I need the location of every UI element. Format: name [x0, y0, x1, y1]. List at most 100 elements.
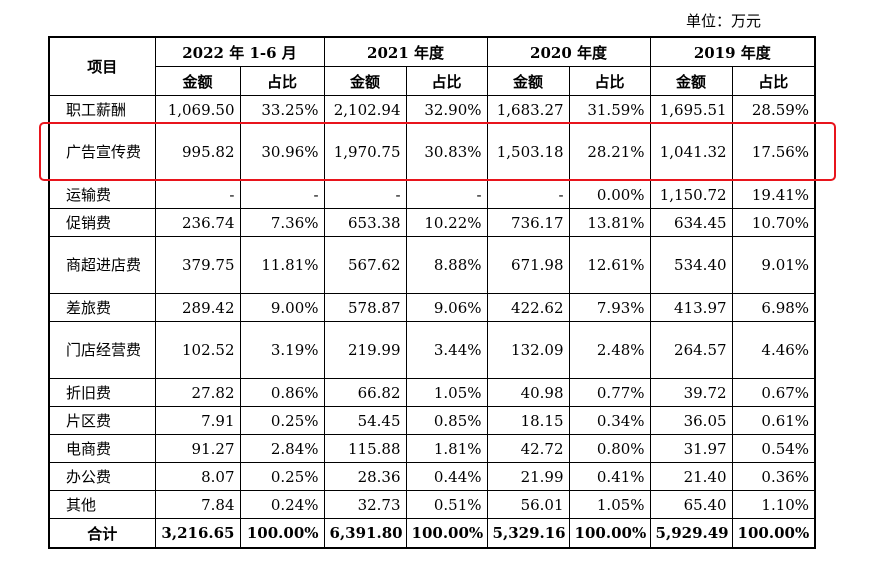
ratio-cell: 30.96% [239, 123, 325, 181]
amount-header: 金额 [323, 66, 407, 96]
amount-cell: 54.45 [323, 406, 407, 435]
ratio-header: 占比 [568, 66, 651, 96]
ratio-cell: 100.00% [405, 518, 488, 549]
ratio-cell: 0.00% [568, 180, 651, 209]
period-header: 2022 年 1-6 月 [154, 36, 325, 67]
ratio-cell: 1.10% [731, 490, 816, 519]
row-label: 其他 [48, 490, 156, 519]
ratio-cell: - [405, 180, 488, 209]
amount-cell: 671.98 [486, 236, 570, 294]
ratio-cell: 6.98% [731, 293, 816, 322]
amount-cell: 2,102.94 [323, 95, 407, 124]
amount-cell: 289.42 [154, 293, 241, 322]
ratio-cell: 7.93% [568, 293, 651, 322]
amount-cell: 28.36 [323, 462, 407, 491]
amount-cell: 1,695.51 [649, 95, 733, 124]
table-row-highlighted: 广告宣传费 995.82 30.96% 1,970.75 30.83% 1,503.18 2… [48, 123, 816, 181]
row-label: 片区费 [48, 406, 156, 435]
amount-header: 金额 [649, 66, 733, 96]
ratio-cell: 13.81% [568, 208, 651, 237]
table-row: 商超进店费 379.75 11.81% 567.62 8.88% 671.98 12.61%… [48, 236, 816, 294]
header-row-periods: 项目 2022 年 1-6 月 2021 年度 2020 年度 2019 年度 [48, 36, 816, 96]
table-row: 促销费 236.74 7.36% 653.38 10.22% 736.17 13.81% 63… [48, 208, 816, 237]
amount-cell: 39.72 [649, 378, 733, 407]
ratio-cell: 0.77% [568, 378, 651, 407]
ratio-header: 占比 [239, 66, 325, 96]
total-label: 合计 [48, 518, 156, 549]
amount-cell: 91.27 [154, 434, 241, 463]
row-label: 电商费 [48, 434, 156, 463]
ratio-cell: 9.01% [731, 236, 816, 294]
amount-cell: 736.17 [486, 208, 570, 237]
amount-cell: 578.87 [323, 293, 407, 322]
ratio-cell: 0.41% [568, 462, 651, 491]
ratio-cell: 0.80% [568, 434, 651, 463]
ratio-cell: - [239, 180, 325, 209]
ratio-cell: 28.59% [731, 95, 816, 124]
row-label: 门店经营费 [48, 321, 156, 379]
amount-cell: 634.45 [649, 208, 733, 237]
item-column-header: 项目 [48, 36, 156, 96]
ratio-cell: 30.83% [405, 123, 488, 181]
amount-cell: 18.15 [486, 406, 570, 435]
table-row: 折旧费 27.82 0.86% 66.82 1.05% 40.98 0.77% 39.72 0.… [48, 378, 816, 407]
period-header: 2019 年度 [649, 36, 816, 67]
ratio-cell: 100.00% [568, 518, 651, 549]
amount-cell: 42.72 [486, 434, 570, 463]
total-row: 合计 3,216.65 100.00% 6,391.80 100.00% 5,329.16… [48, 518, 816, 549]
amount-cell: 1,683.27 [486, 95, 570, 124]
amount-cell: 1,069.50 [154, 95, 241, 124]
ratio-cell: 9.00% [239, 293, 325, 322]
selling-expenses-table: 项目 2022 年 1-6 月 2021 年度 2020 年度 2019 年度 … [48, 36, 817, 549]
amount-cell: 1,150.72 [649, 180, 733, 209]
ratio-header: 占比 [731, 66, 816, 96]
amount-cell: 56.01 [486, 490, 570, 519]
row-label: 职工薪酬 [48, 95, 156, 124]
amount-cell: 21.40 [649, 462, 733, 491]
ratio-cell: 11.81% [239, 236, 325, 294]
ratio-cell: 100.00% [731, 518, 816, 549]
ratio-cell: 8.88% [405, 236, 488, 294]
unit-label: 单位：万元 [686, 12, 762, 30]
amount-header: 金额 [154, 66, 241, 96]
ratio-cell: 19.41% [731, 180, 816, 209]
ratio-cell: 100.00% [239, 518, 325, 549]
ratio-cell: 9.06% [405, 293, 488, 322]
amount-cell: 8.07 [154, 462, 241, 491]
ratio-cell: 3.44% [405, 321, 488, 379]
row-label: 运输费 [48, 180, 156, 209]
table-row: 办公费 8.07 0.25% 28.36 0.44% 21.99 0.41% 21.40 0.3… [48, 462, 816, 491]
table-row: 差旅费 289.42 9.00% 578.87 9.06% 422.62 7.93% 413.… [48, 293, 816, 322]
amount-cell: 102.52 [154, 321, 241, 379]
ratio-cell: 0.85% [405, 406, 488, 435]
amount-cell: 413.97 [649, 293, 733, 322]
ratio-cell: 17.56% [731, 123, 816, 181]
row-label: 折旧费 [48, 378, 156, 407]
amount-cell: 115.88 [323, 434, 407, 463]
amount-cell: 379.75 [154, 236, 241, 294]
amount-header: 金额 [486, 66, 570, 96]
ratio-cell: 10.70% [731, 208, 816, 237]
amount-cell: 3,216.65 [154, 518, 241, 549]
amount-cell: 567.62 [323, 236, 407, 294]
table-row: 职工薪酬 1,069.50 33.25% 2,102.94 32.90% 1,683.27… [48, 95, 816, 124]
amount-cell: - [323, 180, 407, 209]
row-label: 促销费 [48, 208, 156, 237]
table-row: 其他 7.84 0.24% 32.73 0.51% 56.01 1.05% 65.40 1.10… [48, 490, 816, 519]
table-row: 门店经营费 102.52 3.19% 219.99 3.44% 132.09 2.48% 26… [48, 321, 816, 379]
table-row: 运输费 - - - - -0.00% 1,150.72 19.41% [48, 180, 816, 209]
period-header: 2020 年度 [486, 36, 651, 67]
ratio-header: 占比 [405, 66, 488, 96]
ratio-cell: 12.61% [568, 236, 651, 294]
amount-cell: - [486, 180, 570, 209]
amount-cell: 653.38 [323, 208, 407, 237]
amount-cell: 40.98 [486, 378, 570, 407]
ratio-cell: 0.86% [239, 378, 325, 407]
header-row-measures: 金额 占比 金额 占比 金额 占比 金额 占比 [49, 66, 816, 96]
amount-cell: 132.09 [486, 321, 570, 379]
ratio-cell: 10.22% [405, 208, 488, 237]
ratio-cell: 33.25% [239, 95, 325, 124]
ratio-cell: 0.24% [239, 490, 325, 519]
ratio-cell: 0.25% [239, 462, 325, 491]
amount-cell: - [154, 180, 241, 209]
